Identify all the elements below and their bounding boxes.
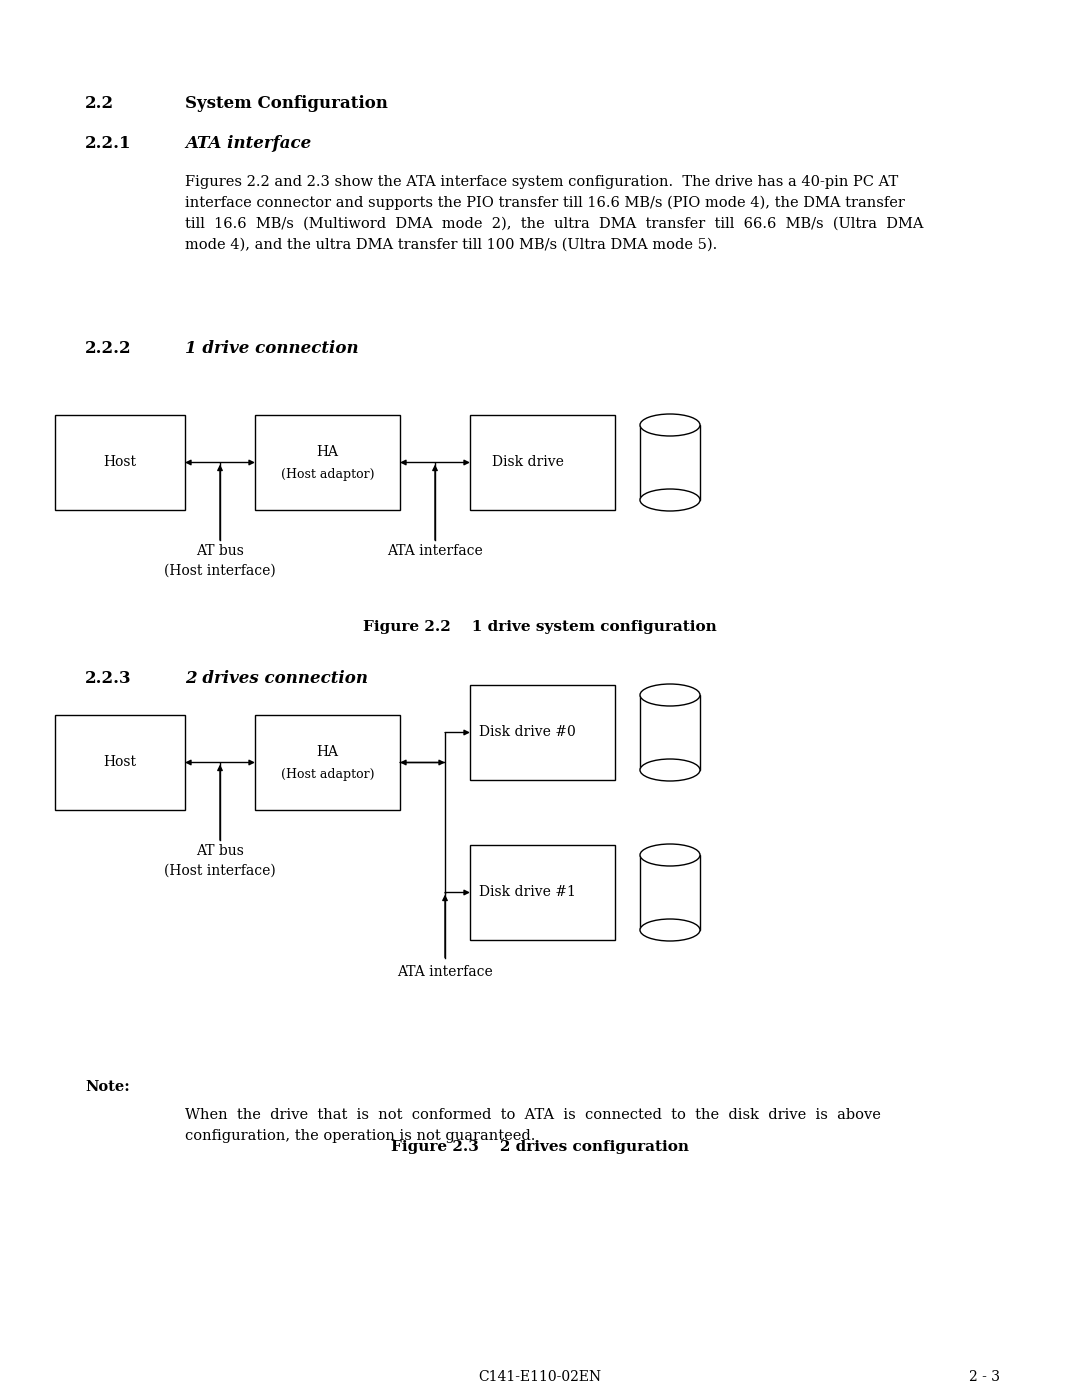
Text: 2 drives connection: 2 drives connection <box>185 671 368 687</box>
Text: (Host interface): (Host interface) <box>164 564 275 578</box>
Text: Note:: Note: <box>85 1080 130 1094</box>
Text: ATA interface: ATA interface <box>387 543 483 557</box>
Ellipse shape <box>640 414 700 436</box>
Text: ATA interface: ATA interface <box>185 136 311 152</box>
Text: HA: HA <box>316 746 338 760</box>
Text: Disk drive #1: Disk drive #1 <box>480 886 576 900</box>
Text: (Host adaptor): (Host adaptor) <box>281 468 375 481</box>
Bar <box>55 715 185 810</box>
Bar <box>55 415 185 510</box>
Text: ATA interface: ATA interface <box>397 965 492 979</box>
Text: Figures 2.2 and 2.3 show the ATA interface system configuration.  The drive has : Figures 2.2 and 2.3 show the ATA interfa… <box>185 175 899 189</box>
Text: 1 drive connection: 1 drive connection <box>185 339 359 358</box>
Text: Figure 2.2    1 drive system configuration: Figure 2.2 1 drive system configuration <box>363 620 717 634</box>
Text: interface connector and supports the PIO transfer till 16.6 MB/s (PIO mode 4), t: interface connector and supports the PIO… <box>185 196 905 211</box>
Ellipse shape <box>640 844 700 866</box>
Ellipse shape <box>640 919 700 942</box>
Text: HA: HA <box>316 446 338 460</box>
Text: 2.2: 2.2 <box>85 95 114 112</box>
Text: C141-E110-02EN: C141-E110-02EN <box>478 1370 602 1384</box>
Text: configuration, the operation is not guaranteed.: configuration, the operation is not guar… <box>185 1129 536 1143</box>
Text: till  16.6  MB/s  (Multiword  DMA  mode  2),  the  ultra  DMA  transfer  till  6: till 16.6 MB/s (Multiword DMA mode 2), t… <box>185 217 923 231</box>
Text: 2.2.1: 2.2.1 <box>85 136 132 152</box>
Bar <box>255 415 400 510</box>
Bar <box>470 685 615 780</box>
Bar <box>470 845 615 940</box>
Text: (Host adaptor): (Host adaptor) <box>281 768 375 781</box>
Bar <box>470 415 615 510</box>
Ellipse shape <box>640 759 700 781</box>
Text: (Host interface): (Host interface) <box>164 863 275 877</box>
Text: 2 - 3: 2 - 3 <box>969 1370 1000 1384</box>
Bar <box>255 715 400 810</box>
Text: Disk drive: Disk drive <box>491 455 564 469</box>
Text: When  the  drive  that  is  not  conformed  to  ATA  is  connected  to  the  dis: When the drive that is not conformed to … <box>185 1108 881 1122</box>
Bar <box>640 425 700 500</box>
Text: AT bus: AT bus <box>197 844 244 858</box>
Text: 2.2.2: 2.2.2 <box>85 339 132 358</box>
Text: 2.2.3: 2.2.3 <box>85 671 132 687</box>
Text: AT bus: AT bus <box>197 543 244 557</box>
Bar <box>640 855 700 930</box>
Text: Figure 2.3    2 drives configuration: Figure 2.3 2 drives configuration <box>391 1140 689 1154</box>
Ellipse shape <box>640 489 700 511</box>
Bar <box>640 694 700 770</box>
Ellipse shape <box>640 685 700 705</box>
Text: System Configuration: System Configuration <box>185 95 388 112</box>
Text: mode 4), and the ultra DMA transfer till 100 MB/s (Ultra DMA mode 5).: mode 4), and the ultra DMA transfer till… <box>185 237 717 251</box>
Text: Disk drive #0: Disk drive #0 <box>480 725 576 739</box>
Text: Host: Host <box>104 756 136 770</box>
Text: Host: Host <box>104 455 136 469</box>
